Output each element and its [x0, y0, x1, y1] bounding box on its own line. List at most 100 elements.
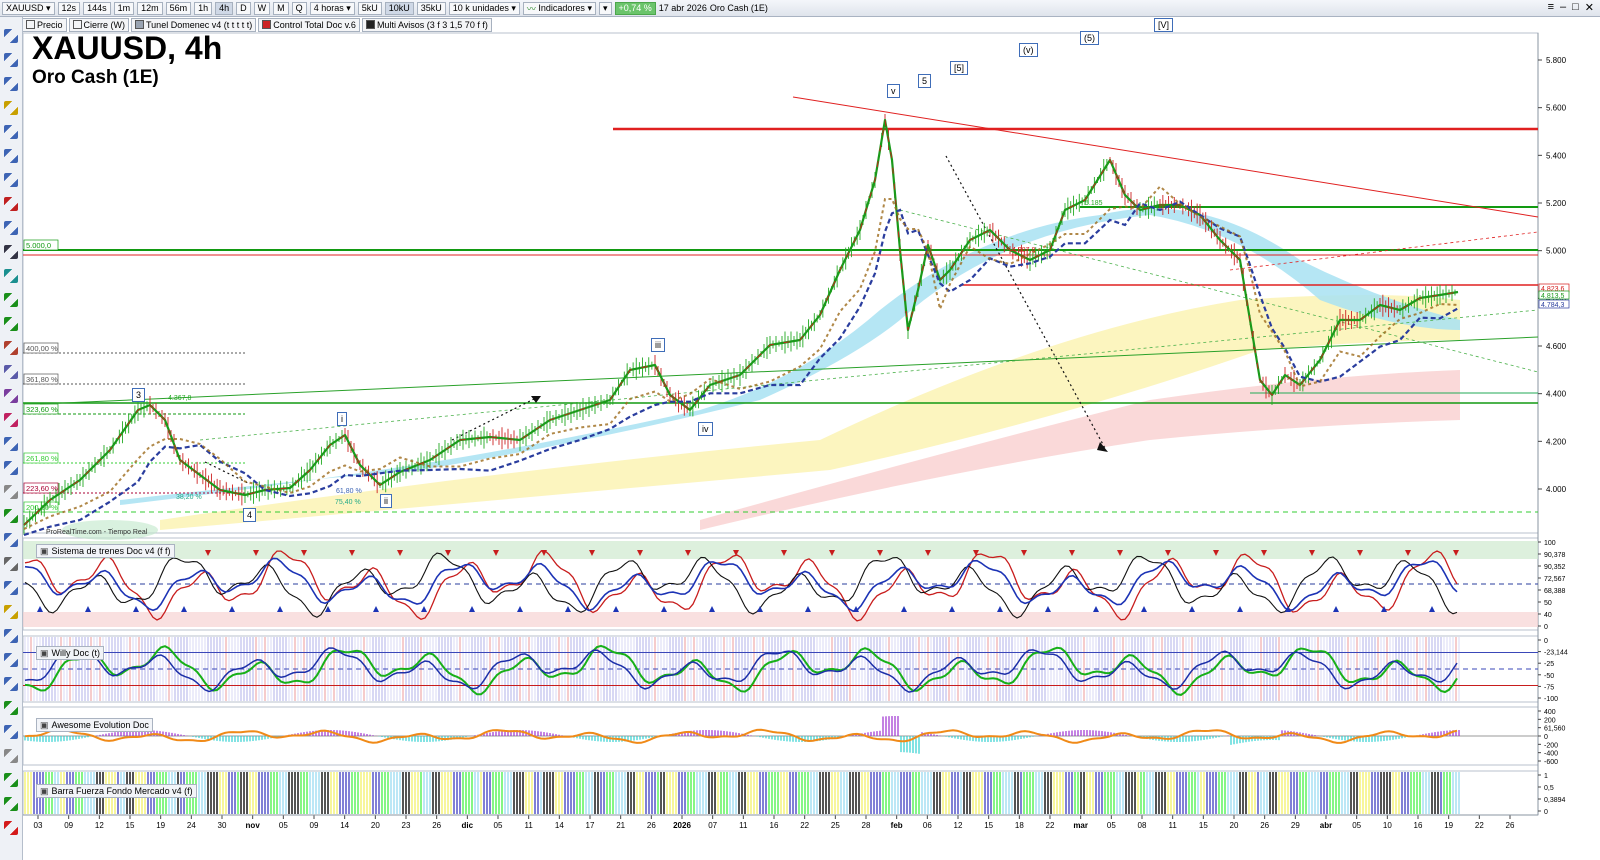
buy-signal-icon — [757, 606, 763, 612]
arrow-icon[interactable] — [4, 221, 18, 235]
crosshair-icon[interactable] — [4, 677, 18, 691]
more-dropdown-button[interactable]: ▾ — [598, 1, 612, 15]
panel-label-willy[interactable]: ▣ Willy Doc (t) — [36, 646, 105, 660]
wave-label-i: i — [337, 412, 347, 426]
pencil-icon[interactable] — [4, 461, 18, 475]
drawing-toolbar — [0, 17, 23, 860]
menu-icon[interactable]: ≡ — [1547, 1, 1554, 13]
trendline-icon[interactable] — [4, 125, 18, 139]
timeframe-d[interactable]: D — [236, 1, 251, 15]
pointer-icon[interactable] — [4, 29, 18, 43]
zoom-in-icon[interactable] — [4, 53, 18, 67]
sell-signal-icon — [877, 550, 883, 556]
timeframe-m[interactable]: M — [273, 1, 289, 15]
fib-label-box — [23, 373, 59, 385]
x-axis-label: 15 — [984, 821, 993, 830]
panel-label-barra-fuerza[interactable]: ▣ Barra Fuerza Fondo Mercado v4 (f) — [36, 784, 197, 798]
x-axis-label: 23 — [402, 821, 411, 830]
avisos-swatch-icon — [365, 20, 375, 29]
timeframe-q[interactable]: Q — [291, 1, 307, 15]
timeframe-w[interactable]: W — [253, 1, 271, 15]
sell-signal-icon — [973, 550, 979, 556]
timeframe-12m[interactable]: 12m — [137, 1, 163, 15]
zoom-out-icon[interactable] — [4, 77, 18, 91]
maximize-icon[interactable]: □ — [1572, 1, 1579, 13]
fibonacci-icon[interactable] — [4, 341, 18, 355]
alarm-icon[interactable] — [4, 605, 18, 619]
top-toolbar: XAUUSD ▾ 12s 144s 1m 12m 56m 1h 4h D W M… — [0, 0, 1600, 17]
wave-icon[interactable] — [4, 509, 18, 523]
panel-collapse-icon[interactable]: ▣ — [40, 545, 49, 556]
legend-label: Control Total Doc v.6 — [273, 19, 356, 30]
symbol-selector[interactable]: XAUUSD ▾ — [2, 1, 55, 15]
close-icon[interactable]: ✕ — [1584, 2, 1594, 14]
sell-signal-icon — [1117, 550, 1123, 556]
x-axis-label: abr — [1320, 821, 1332, 830]
fib-ratio-label: 75,40 % — [335, 499, 361, 506]
buy-signal-icon — [1237, 606, 1243, 612]
instrument-label: Oro Cash (1E) — [709, 3, 768, 13]
tunnel-yellow-band — [160, 295, 1460, 530]
timeframe-4h[interactable]: 4h — [215, 1, 234, 15]
timeframe-56m[interactable]: 56m — [165, 1, 192, 15]
label-icon[interactable] — [4, 269, 18, 283]
timeframe-1h[interactable]: 1h — [194, 1, 213, 15]
legend-label: Multi Avisos (3 f 3 1,5 70 f f) — [376, 19, 488, 30]
panel-label-awesome[interactable]: ▣ Awesome Evolution Doc — [36, 718, 153, 732]
template-icon[interactable] — [4, 629, 18, 643]
panel-tick-label: 100 — [1544, 540, 1556, 547]
ellipse-icon[interactable] — [4, 413, 18, 427]
channel-icon[interactable] — [4, 173, 18, 187]
legend-multi-avisos[interactable]: Multi Avisos (3 f 3 1,5 70 f f) — [361, 17, 492, 32]
tree-icon[interactable] — [4, 701, 18, 715]
pitchfork-icon[interactable] — [4, 389, 18, 403]
buy-signal-icon — [1189, 606, 1195, 612]
rectangle-icon[interactable] — [4, 197, 18, 211]
wave-label-iv: iv — [698, 422, 713, 436]
eye-icon[interactable] — [4, 533, 18, 547]
panel-collapse-icon[interactable]: ▣ — [40, 719, 49, 730]
gann-icon[interactable] — [4, 365, 18, 379]
magnet-icon[interactable] — [4, 101, 18, 115]
fib-label-box — [23, 482, 59, 494]
sync-icon[interactable] — [4, 725, 18, 739]
eraser-icon[interactable] — [4, 485, 18, 499]
panel-tick-label: 40 — [1544, 612, 1552, 619]
horizontal-line-icon[interactable] — [4, 293, 18, 307]
broom-icon[interactable] — [4, 749, 18, 763]
panel-collapse-icon[interactable]: ▣ — [40, 647, 49, 658]
legend-control-total[interactable]: Control Total Doc v.6 — [258, 17, 360, 32]
timeframe-144s[interactable]: 144s — [83, 1, 111, 15]
minimize-icon[interactable]: – — [1560, 1, 1567, 13]
indicators-button[interactable]: 〰 Indicadores ▾ — [522, 1, 596, 15]
panel-tick-label: -50 — [1544, 673, 1554, 680]
delete-icon[interactable] — [4, 821, 18, 835]
panel-collapse-icon[interactable]: ▣ — [40, 785, 49, 796]
legend-close-w[interactable]: Cierre (W) — [68, 17, 130, 32]
x-axis-label: 15 — [1199, 821, 1208, 830]
panel-label-trenes[interactable]: ▣ Sistema de trenes Doc v4 (f f) — [36, 544, 175, 558]
x-axis-label: 26 — [647, 821, 656, 830]
wave-label-paren-v: (v) — [1019, 43, 1038, 57]
text-icon[interactable] — [4, 245, 18, 259]
vertical-line-icon[interactable] — [4, 317, 18, 331]
ray-icon[interactable] — [4, 149, 18, 163]
timeframe-12s[interactable]: 12s — [57, 1, 81, 15]
grid-icon[interactable] — [4, 653, 18, 667]
thumbs-up-icon[interactable] — [4, 797, 18, 811]
legend-label: Tunel Domenec v4 (t t t t t) — [146, 19, 253, 30]
timeframe-1m[interactable]: 1m — [113, 1, 135, 15]
measure-icon[interactable] — [4, 437, 18, 451]
lock-icon[interactable] — [4, 557, 18, 571]
wave-label-5: 5 — [918, 74, 932, 88]
willy-blue-line — [24, 647, 1458, 693]
volume-35ku[interactable]: 35kU — [416, 1, 446, 15]
volume-5ku[interactable]: 5kU — [357, 1, 382, 15]
volume-10ku[interactable]: 10kU — [384, 1, 414, 15]
panel-name: Awesome Evolution Doc — [51, 720, 149, 730]
layers-icon[interactable] — [4, 581, 18, 595]
checkmark-icon[interactable] — [4, 773, 18, 787]
period-selector[interactable]: 4 horas ▾ — [309, 1, 355, 15]
legend-tunel-domenec[interactable]: Tunel Domenec v4 (t t t t t) — [131, 17, 257, 32]
units-selector[interactable]: 10 k unidades ▾ — [448, 1, 520, 15]
